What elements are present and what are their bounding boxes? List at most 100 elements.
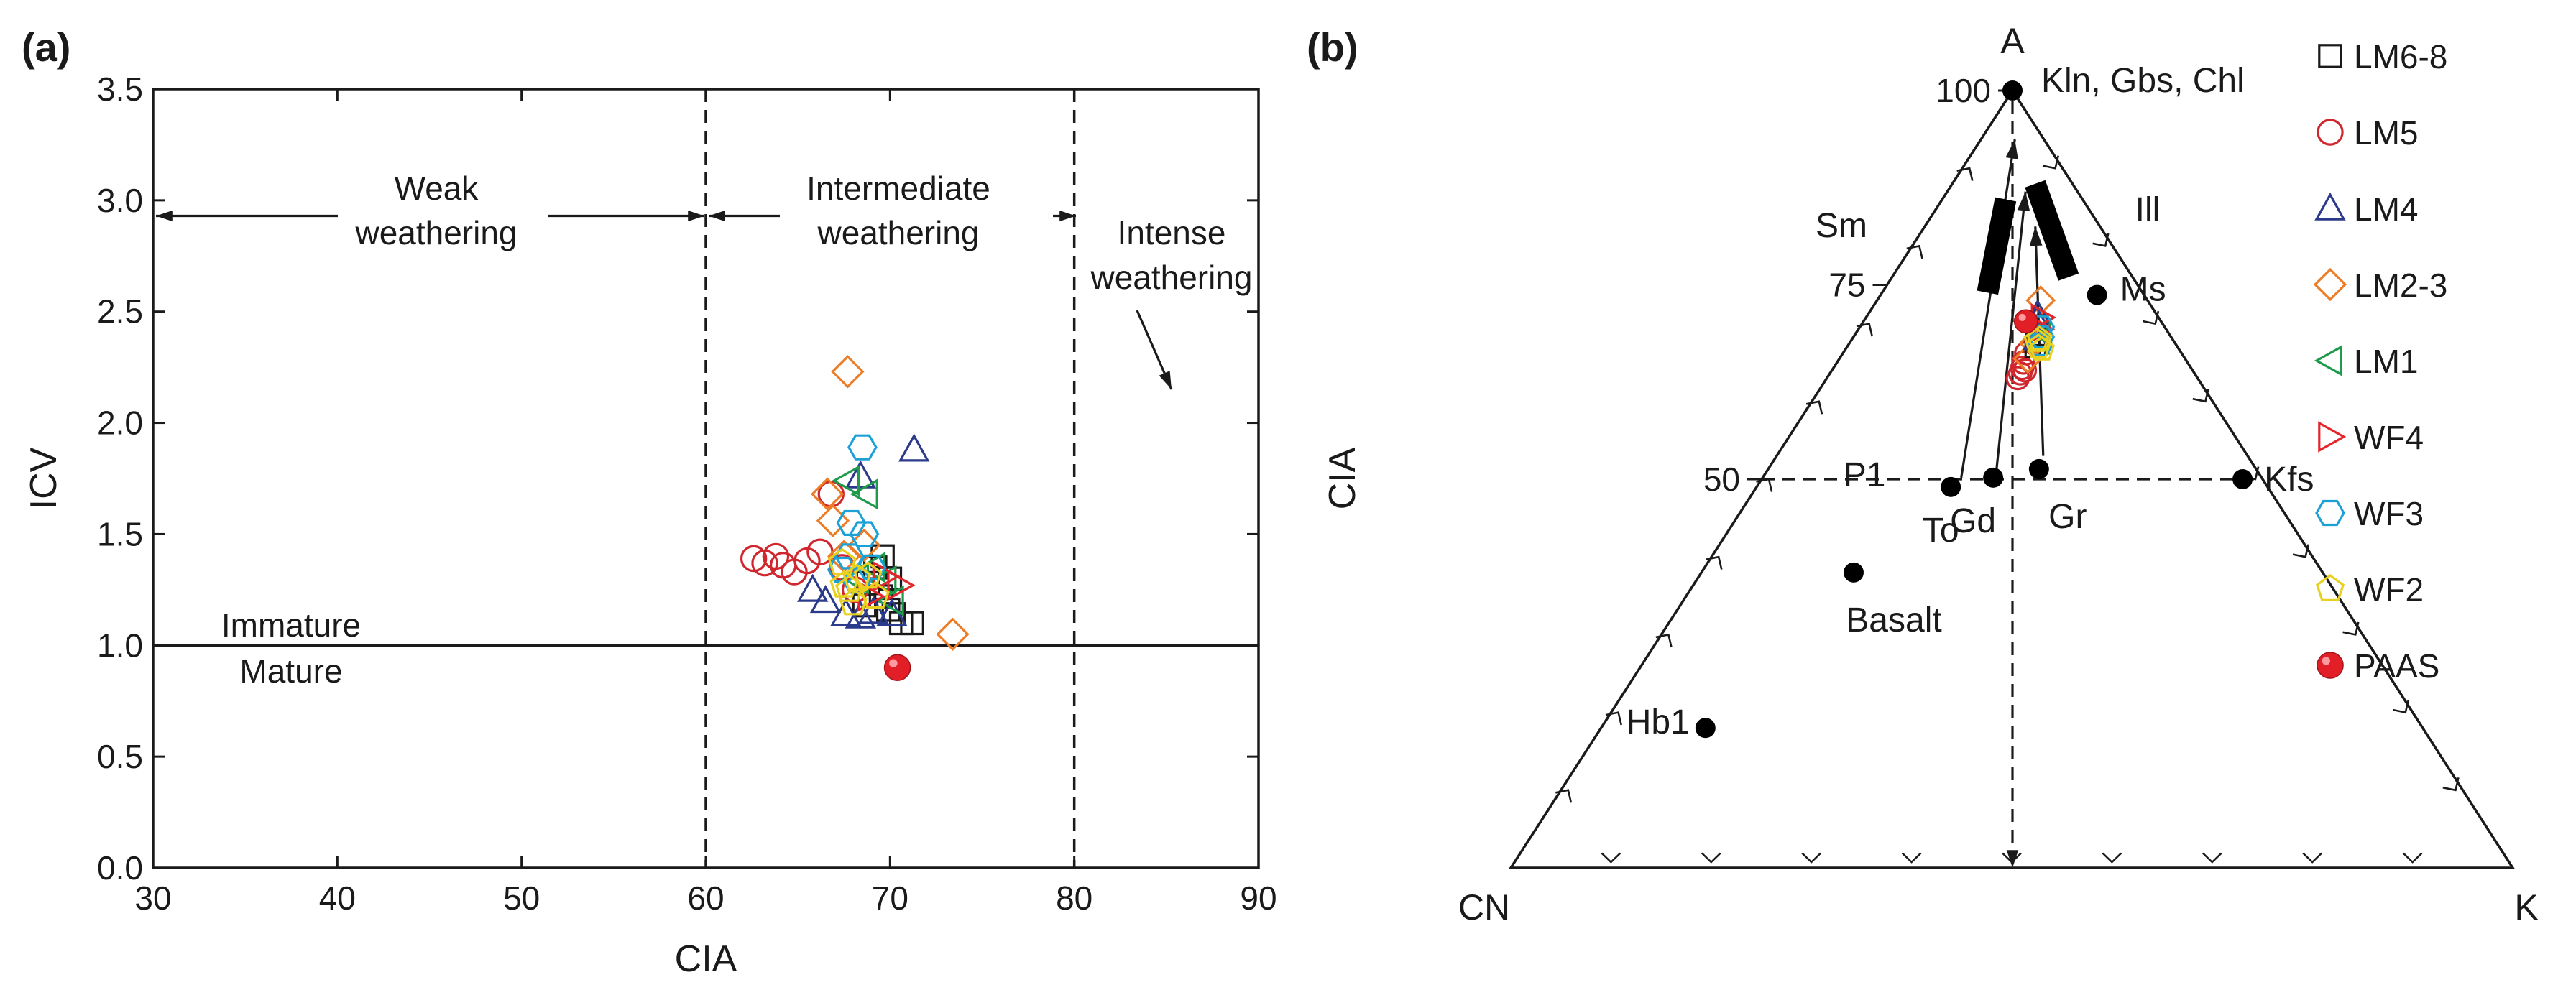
y-tick-label: 0.0 [97, 849, 143, 887]
weathering-trend-2 [1995, 191, 2027, 478]
weathering-trend-2-head [2017, 191, 2030, 211]
legend-marker [2316, 574, 2345, 602]
mineral-ms-label: Ms [2120, 271, 2166, 309]
mineral-gd-label: Gd [1950, 502, 1996, 540]
data-point [936, 617, 970, 651]
ternary-point-lm5 [2012, 358, 2038, 383]
ternary-point-lm5 [2011, 350, 2036, 375]
x-tick-label: 50 [503, 879, 540, 917]
legend-label: LM6-8 [2354, 38, 2447, 75]
data-point [898, 433, 930, 462]
mineral-basalt-point [1843, 562, 1864, 583]
y-tick-label: 2.5 [97, 293, 143, 330]
weak-label: Weak [395, 170, 479, 207]
legend-item-wf3: WF3 [2315, 495, 2424, 532]
data-point [762, 542, 790, 570]
intense-label: weathering [1090, 259, 1252, 296]
panel-a-annotations: Weak weathering Intermediate weathering Inte… [156, 170, 1253, 690]
legend-item-wf2: WF2 [2316, 571, 2424, 609]
data-point [835, 574, 864, 602]
intense-label: Intense [1118, 214, 1226, 251]
y-tick-label: 2.0 [97, 404, 143, 442]
panel-a-reference-lines [153, 89, 1259, 868]
panel-a-points [740, 355, 970, 682]
legend-item-lm4: LM4 [2314, 190, 2418, 228]
vertex-label-cn: CN [1458, 887, 1510, 927]
edge-tick [2202, 852, 2222, 864]
legend-item-lm2-3: LM2-3 [2313, 267, 2447, 304]
y-tick-label: 1.0 [97, 626, 143, 664]
x-tick-label: 80 [1056, 879, 1092, 917]
data-point-highlight [889, 659, 898, 667]
y-tick-label: 0.5 [97, 738, 143, 775]
edge-tick [1906, 244, 1923, 259]
y-tick-label: 1.5 [97, 515, 143, 552]
panel-a-y-axis-label: ICV [23, 447, 65, 509]
legend-label: LM5 [2354, 114, 2418, 152]
x-tick-label: 60 [687, 879, 724, 917]
edge-tick [2092, 233, 2110, 247]
data-point [872, 560, 901, 593]
panel-b: (b) A CN K CIA 50 75 100 Sm Ill Kln, Gbs, Chl Ms… [1307, 21, 2539, 927]
legend-marker [2313, 267, 2347, 302]
legend-marker [2317, 119, 2344, 146]
panel-a-ticks: 30 40 50 60 70 80 90 0.0 0.5 1.0 1.5 2.0 2.5 3.0 3.5 [97, 70, 1277, 917]
legend-marker-body [2317, 652, 2344, 679]
legend-item-lm6-8: LM6-8 [2318, 38, 2447, 75]
intense-arrow-head [1159, 371, 1172, 389]
data-point [887, 569, 916, 601]
legend-marker [2318, 421, 2347, 453]
panel-b-ternary-frame: A CN K CIA 50 75 100 [1322, 21, 2539, 927]
data-point-body [883, 654, 911, 682]
mineral-to-label: To [1923, 512, 1959, 550]
edge-tick [1605, 711, 1622, 726]
mineral-gd-point [1983, 467, 2004, 488]
edge-tick [1555, 789, 1573, 803]
edge-tick [2442, 777, 2460, 792]
series-lm4 [796, 433, 930, 629]
edge-tick [2192, 389, 2209, 403]
mineral-to-point [1941, 476, 1961, 497]
y-tick-label: 3.0 [97, 182, 143, 219]
legend-marker [2315, 499, 2345, 527]
data-point [883, 654, 911, 682]
data-point [900, 611, 924, 636]
legend-label: WF2 [2354, 571, 2424, 609]
weathering-trend-1-head [2005, 139, 2018, 159]
edge-tick [1806, 400, 1823, 415]
legend-marker [2314, 192, 2346, 221]
data-point [740, 545, 768, 573]
mineral-kfs-point [2232, 469, 2253, 489]
ternary-point-wf2 [2028, 336, 2055, 361]
legend-label: PAAS [2354, 647, 2439, 685]
legend-label: WF4 [2354, 419, 2424, 456]
cia-tick-label: 100 [1936, 72, 1991, 109]
ternary-point-paas [2013, 309, 2038, 334]
series-lm5 [740, 480, 869, 603]
data-point [809, 585, 842, 614]
data-point [847, 434, 878, 461]
edge-tick [2292, 544, 2309, 558]
data-point [845, 460, 877, 489]
mineral-kln-gbs-chl-point [2002, 80, 2023, 101]
weathering-trend-1 [1960, 139, 2016, 478]
data-point [875, 585, 904, 617]
edge-tick [1901, 852, 1922, 864]
edge-tick [1701, 852, 1721, 864]
vertex-label-k: K [2514, 887, 2538, 927]
x-tick-label: 30 [134, 879, 171, 917]
data-point [850, 478, 878, 510]
field-bar-ill [2025, 180, 2079, 281]
data-point [836, 509, 867, 537]
intermediate-label: Intermediate [806, 170, 990, 207]
series-paas [883, 654, 911, 682]
field-bar-sm [1977, 197, 2017, 295]
panel-b-y-axis-label: CIA [1322, 447, 1363, 509]
mineral-hb1-label: Hb1 [1627, 703, 1690, 741]
mineral-ms-point [2087, 284, 2107, 305]
legend: LM6-8 LM5 LM4 LM2-3 LM1 WF4 WF3 WF2 PAAS [2313, 38, 2447, 685]
ternary-point-wf2 [2023, 327, 2050, 352]
legend-marker [2314, 345, 2342, 376]
edge-tick [2342, 621, 2360, 636]
